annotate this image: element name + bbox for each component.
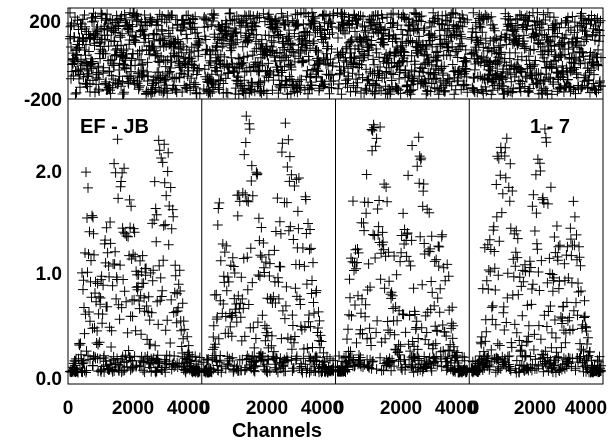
phase-markers	[65, 7, 606, 100]
subband-1-xtick-2000: 2000	[112, 398, 154, 419]
amplitude-ytick-label-0: 0.0	[36, 369, 62, 390]
x-axis-ticks: 0 2000 4000 0 2000 4000 0 2000 4000 0 20…	[63, 398, 607, 419]
phase-points	[65, 7, 606, 100]
subband-3-xtick-4000: 4000	[435, 398, 477, 419]
x-axis-label: Channels	[232, 420, 322, 441]
baseline-label: EF - JB	[80, 116, 149, 138]
subband-2-xtick-0: 0	[200, 398, 211, 419]
subband-3-xtick-0: 0	[334, 398, 345, 419]
subband-1-xtick-0: 0	[63, 398, 74, 419]
amplitude-panel: 2.0 1.0 0.0 EF - JB 1 - 7	[36, 98, 606, 390]
amplitude-points	[65, 111, 606, 378]
subband-2-xtick-2000: 2000	[246, 398, 288, 419]
subband-3-xtick-2000: 2000	[380, 398, 422, 419]
amplitude-markers	[65, 111, 606, 378]
amplitude-ytick-label-1: 1.0	[36, 264, 62, 285]
subband-4-xtick-2000: 2000	[514, 398, 556, 419]
subband-4-xtick-4000: 4000	[565, 398, 607, 419]
subband-4-xtick-0: 0	[469, 398, 480, 419]
phase-ytick-label-bottom: -200	[24, 90, 62, 111]
phase-ytick-label-top: 200	[29, 12, 61, 33]
subband-1-xtick-4000: 4000	[167, 398, 209, 419]
amplitude-ytick-label-2: 2.0	[36, 162, 62, 183]
if-range-label: 1 - 7	[530, 116, 570, 138]
subband-2-xtick-4000: 4000	[301, 398, 343, 419]
